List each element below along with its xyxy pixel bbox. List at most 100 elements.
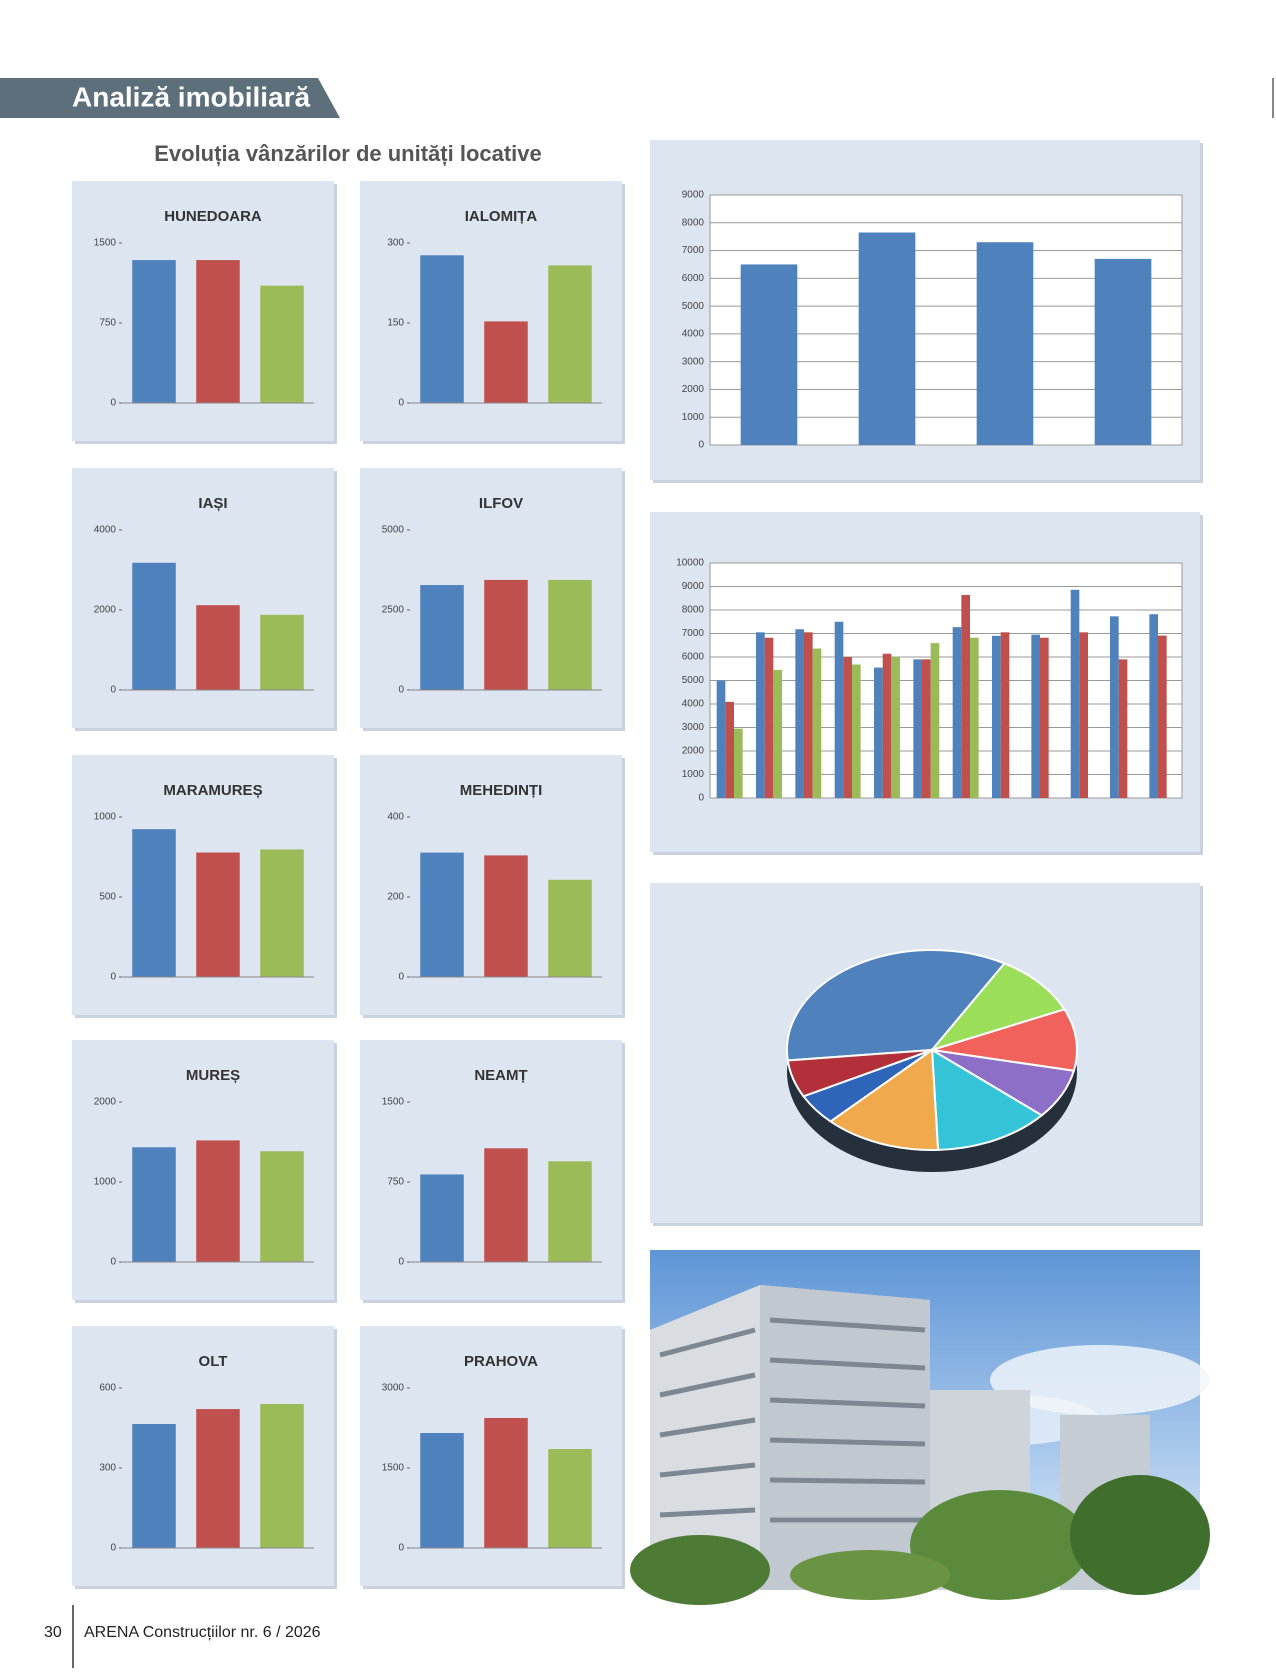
bar	[882, 653, 892, 798]
bar	[196, 260, 240, 403]
y-tick-label: 0	[698, 793, 704, 804]
bar	[420, 255, 464, 403]
county-title: NEAMȚ	[474, 1067, 527, 1084]
bar	[1118, 659, 1128, 798]
y-tick-label: 0	[698, 440, 704, 451]
bar	[260, 1404, 304, 1548]
bar	[196, 1140, 240, 1262]
bar	[725, 701, 734, 798]
bar	[1000, 632, 1010, 798]
bar	[976, 242, 1034, 445]
y-tick-label: 6000	[682, 273, 705, 284]
bar	[851, 664, 861, 798]
y-tick-label: 9000	[682, 581, 705, 592]
y-tick-label: 2000	[94, 605, 117, 616]
y-tick-label: 1500	[94, 238, 117, 249]
bar	[548, 1161, 592, 1262]
county-title: HUNEDOARA	[164, 208, 262, 225]
bar	[196, 605, 240, 690]
section-title: Analiză imobiliară	[72, 81, 310, 112]
bar	[874, 667, 883, 798]
y-tick-label: 1000	[94, 812, 117, 823]
bar	[548, 579, 592, 690]
county-title: MARAMUREȘ	[163, 782, 262, 799]
y-tick-label: 1500	[382, 1097, 405, 1108]
y-tick-label: 600	[99, 1383, 116, 1394]
bar	[773, 669, 782, 798]
bar	[132, 562, 176, 690]
y-tick-label: 0	[398, 1257, 404, 1268]
county-title: OLT	[199, 1353, 228, 1370]
y-tick-label: 2000	[682, 384, 705, 395]
y-tick-label: 7000	[682, 245, 705, 256]
y-tick-label: 0	[110, 1543, 116, 1554]
bar	[132, 1424, 176, 1548]
y-tick-label: 1000	[682, 412, 705, 423]
pie-slice	[930, 1048, 1044, 1151]
county-title: ILFOV	[479, 495, 523, 512]
bar	[260, 285, 304, 403]
y-tick-label: 300	[387, 238, 404, 249]
y-tick-label: 5000	[382, 525, 405, 536]
y-tick-label: 1000	[94, 1177, 117, 1188]
bar	[764, 637, 774, 798]
bar	[548, 265, 592, 403]
y-tick-label: 8000	[682, 605, 705, 616]
bar	[913, 659, 923, 798]
bar	[961, 594, 970, 798]
bar	[1040, 637, 1049, 798]
y-tick-label: 3000	[682, 722, 705, 733]
y-tick-label: 5000	[682, 301, 705, 312]
bar	[132, 829, 176, 977]
y-tick-label: 500	[99, 892, 116, 903]
y-tick-label: 750	[387, 1177, 404, 1188]
bar	[548, 1449, 592, 1548]
y-tick-label: 1500	[382, 1463, 405, 1474]
y-tick-label: 750	[99, 318, 116, 329]
y-tick-label: 1000	[682, 769, 705, 780]
county-title: MEHEDINȚI	[460, 782, 543, 799]
bar	[196, 852, 240, 977]
bar	[952, 627, 962, 798]
y-tick-label: 0	[110, 398, 116, 409]
bar	[1149, 614, 1159, 798]
bar	[812, 648, 822, 798]
bar	[1031, 634, 1041, 798]
bar	[420, 1174, 464, 1262]
bar	[484, 579, 528, 690]
county-title: PRAHOVA	[464, 1353, 538, 1370]
y-tick-label: 9000	[682, 190, 705, 201]
bar	[969, 637, 979, 798]
y-tick-label: 7000	[682, 628, 705, 639]
bar	[260, 1151, 304, 1262]
y-tick-label: 0	[110, 685, 116, 696]
bar	[420, 1433, 464, 1548]
pie-slice	[828, 1048, 940, 1151]
county-title: MUREȘ	[186, 1067, 240, 1084]
y-tick-label: 4000	[682, 699, 705, 710]
y-tick-label: 4000	[94, 525, 117, 536]
pie-slice	[786, 949, 1007, 1062]
bar	[733, 728, 743, 798]
bar	[922, 659, 931, 798]
bar	[484, 1417, 528, 1548]
y-tick-label: 0	[398, 1543, 404, 1554]
bar	[132, 260, 176, 403]
y-tick-label: 3000	[382, 1383, 405, 1394]
bar	[484, 321, 528, 403]
y-tick-label: 0	[398, 685, 404, 696]
y-tick-label: 400	[387, 812, 404, 823]
bar	[891, 657, 900, 798]
pie-slice	[931, 1008, 1078, 1072]
bar	[858, 232, 916, 445]
bar	[484, 1148, 528, 1262]
bar	[1110, 616, 1119, 798]
y-tick-label: 3000	[682, 356, 705, 367]
bar	[834, 621, 844, 798]
y-tick-label: 150	[387, 318, 404, 329]
y-tick-label: 4000	[682, 329, 705, 340]
y-tick-label: 0	[110, 972, 116, 983]
bar	[420, 585, 464, 690]
